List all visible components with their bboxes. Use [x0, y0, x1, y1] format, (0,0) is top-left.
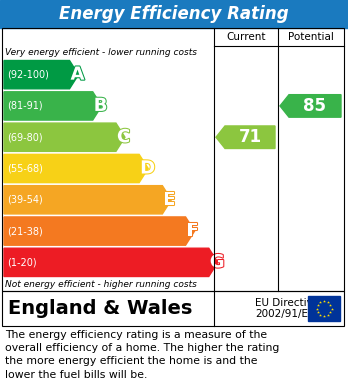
Text: (55-68): (55-68)	[7, 163, 43, 174]
Text: Current: Current	[226, 32, 266, 42]
Polygon shape	[4, 217, 195, 245]
Text: EU Directive
2002/91/EC: EU Directive 2002/91/EC	[255, 298, 319, 319]
Polygon shape	[4, 154, 148, 183]
Polygon shape	[4, 123, 125, 151]
Text: E: E	[163, 191, 176, 209]
Polygon shape	[4, 248, 218, 276]
Text: Energy Efficiency Rating: Energy Efficiency Rating	[59, 5, 289, 23]
Text: The energy efficiency rating is a measure of the
overall efficiency of a home. T: The energy efficiency rating is a measur…	[5, 330, 279, 380]
Text: G: G	[210, 253, 225, 271]
Text: (21-38): (21-38)	[7, 226, 43, 236]
Text: 71: 71	[238, 128, 262, 146]
Text: F: F	[187, 222, 199, 240]
Text: (69-80): (69-80)	[7, 132, 42, 142]
Text: (92-100): (92-100)	[7, 70, 49, 80]
Text: Not energy efficient - higher running costs: Not energy efficient - higher running co…	[5, 280, 197, 289]
Text: B: B	[94, 97, 107, 115]
Bar	[0, 0, 348, 28]
Text: (39-54): (39-54)	[7, 195, 43, 205]
Bar	[308, 296, 340, 321]
Text: A: A	[71, 66, 85, 84]
Polygon shape	[4, 92, 102, 120]
Bar	[2, 291, 344, 326]
Polygon shape	[4, 186, 171, 214]
Text: Very energy efficient - lower running costs: Very energy efficient - lower running co…	[5, 48, 197, 57]
Text: England & Wales: England & Wales	[8, 299, 192, 318]
Polygon shape	[280, 95, 341, 117]
Text: D: D	[140, 160, 155, 178]
Text: C: C	[117, 128, 130, 146]
Polygon shape	[4, 61, 79, 89]
Bar	[2, 28, 344, 291]
Text: 85: 85	[303, 97, 326, 115]
Text: (81-91): (81-91)	[7, 101, 42, 111]
Text: (1-20): (1-20)	[7, 257, 37, 267]
Text: Potential: Potential	[288, 32, 334, 42]
Polygon shape	[216, 126, 275, 149]
